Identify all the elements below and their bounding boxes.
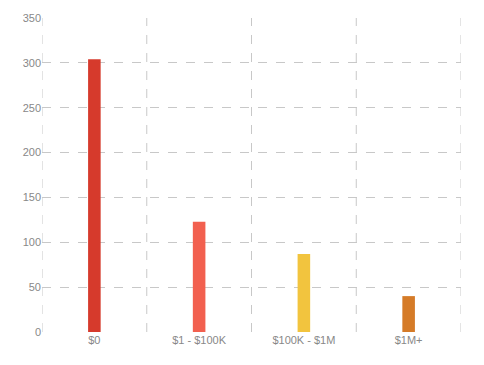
svg-text:$0: $0 <box>88 334 100 346</box>
svg-text:$100K - $1M: $100K - $1M <box>272 334 335 346</box>
svg-text:150: 150 <box>23 191 41 203</box>
svg-text:350: 350 <box>23 12 41 24</box>
svg-text:200: 200 <box>23 146 41 158</box>
svg-text:$1M+: $1M+ <box>395 334 423 346</box>
svg-text:100: 100 <box>23 236 41 248</box>
svg-text:250: 250 <box>23 102 41 114</box>
svg-text:0: 0 <box>35 326 41 338</box>
svg-text:300: 300 <box>23 57 41 69</box>
svg-text:50: 50 <box>29 281 41 293</box>
svg-text:$1 - $100K: $1 - $100K <box>172 334 226 346</box>
